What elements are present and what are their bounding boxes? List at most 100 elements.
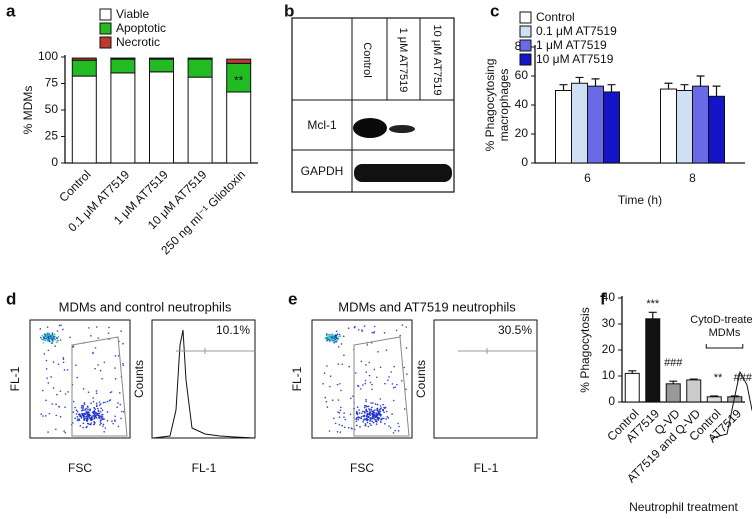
scatter-dot <box>97 337 99 339</box>
legend-swatch <box>519 39 532 52</box>
scatter-dot <box>99 369 102 372</box>
error-bar <box>628 370 637 374</box>
legend-label: Control <box>536 10 575 24</box>
scatter-dot <box>82 404 84 407</box>
scatter-dot <box>82 422 85 425</box>
scatter-dot <box>120 417 122 420</box>
scatter-dot <box>103 418 105 420</box>
scatter-dot <box>76 419 79 422</box>
legend-swatch <box>99 36 112 49</box>
scatter-dot <box>98 415 101 418</box>
scatter-dot <box>104 427 107 429</box>
flow-title: MDMs and AT7519 neutrophils <box>338 299 516 314</box>
scatter-dot <box>117 402 119 404</box>
scatter-dot <box>76 415 79 418</box>
scatter-dot <box>117 355 120 357</box>
scatter-dot <box>330 336 333 338</box>
scatter-dot <box>393 365 395 368</box>
scatter-dot <box>97 364 99 366</box>
legend-label: 0.1 μM AT7519 <box>536 24 617 38</box>
scatter-dot <box>81 414 84 417</box>
scatter-dot <box>89 414 92 417</box>
scatter-dot <box>387 379 389 381</box>
error-bar <box>696 75 705 87</box>
scatter-dot <box>50 376 52 378</box>
bar-segment <box>187 58 213 78</box>
bracket-label: MDMs <box>709 327 741 339</box>
scatter-dot <box>64 431 67 434</box>
error-bar <box>664 82 673 90</box>
scatter-dot <box>45 399 47 402</box>
y-tick-label: 0 <box>521 155 528 169</box>
scatter-dots <box>39 324 125 434</box>
scatter-dot <box>365 371 368 374</box>
scatter-dot <box>349 397 352 400</box>
scatter-dot <box>64 393 67 395</box>
scatter-dot <box>380 418 383 421</box>
bar <box>555 90 572 164</box>
scatter-dot <box>95 405 98 408</box>
scatter-dot <box>394 429 396 432</box>
scatter-dot <box>384 422 386 425</box>
scatter-dot <box>59 339 62 341</box>
scatter-dot <box>336 383 339 386</box>
scatter-dot <box>77 418 79 420</box>
bar <box>676 90 693 164</box>
scatter-dot <box>369 381 372 384</box>
scatter-dot <box>46 338 48 340</box>
bar-segment <box>110 72 136 164</box>
scatter-dot <box>355 417 358 419</box>
significance: ** <box>234 73 244 87</box>
scatter-dot <box>80 407 83 409</box>
scatter-dot <box>114 378 117 380</box>
bar-segment <box>226 91 252 164</box>
bar <box>708 95 725 164</box>
legend-swatch <box>99 22 112 35</box>
scatter-dot <box>47 336 50 339</box>
scatter-dot <box>84 413 87 416</box>
scatter-dot <box>376 376 378 379</box>
y-tick-label: 40 <box>515 97 529 111</box>
scatter-dot <box>377 413 379 415</box>
scatter-dot <box>82 407 84 409</box>
scatter-dot <box>383 411 385 414</box>
scatter-dot <box>356 424 358 427</box>
scatter-dot <box>44 335 47 337</box>
histogram-x-label: FL-1 <box>192 461 217 475</box>
scatter-dot <box>94 367 96 370</box>
scatter-dot <box>390 371 392 373</box>
scatter-dot <box>377 419 379 421</box>
scatter-dot <box>81 409 84 411</box>
flow-title: MDMs and control neutrophils <box>59 299 232 314</box>
scatter-dot <box>361 412 363 415</box>
scatter-dot <box>47 382 50 384</box>
scatter-dot <box>327 338 329 341</box>
scatter-dot <box>365 398 367 401</box>
scatter-dot <box>49 335 52 338</box>
scatter-dot <box>379 408 382 410</box>
scatter-dot <box>94 408 97 411</box>
scatter-dot <box>399 334 402 337</box>
histogram-y-label: Counts <box>414 360 428 398</box>
scatter-dot <box>366 421 369 424</box>
scatter-dot <box>360 417 363 420</box>
y-tick-label: 50 <box>45 102 59 116</box>
histogram <box>152 329 256 439</box>
scatter-dot <box>97 412 99 415</box>
scatter-dot <box>101 417 104 420</box>
scatter-dot <box>357 416 359 418</box>
scatter-dot <box>324 396 327 399</box>
scatter-dot <box>329 385 331 388</box>
scatter-dot <box>365 415 368 418</box>
y-tick-label: 0 <box>51 155 58 169</box>
scatter-dot <box>118 392 121 394</box>
scatter-dot <box>100 407 102 410</box>
scatter-dot <box>92 352 94 355</box>
bracket-label: CytoD-treated <box>690 314 752 326</box>
scatter-dot <box>66 369 69 371</box>
scatter-dot <box>341 424 343 427</box>
scatter-dot <box>122 410 125 413</box>
scatter-dot <box>339 409 342 412</box>
scatter-dot <box>116 406 118 409</box>
scatter-dot <box>86 405 89 408</box>
